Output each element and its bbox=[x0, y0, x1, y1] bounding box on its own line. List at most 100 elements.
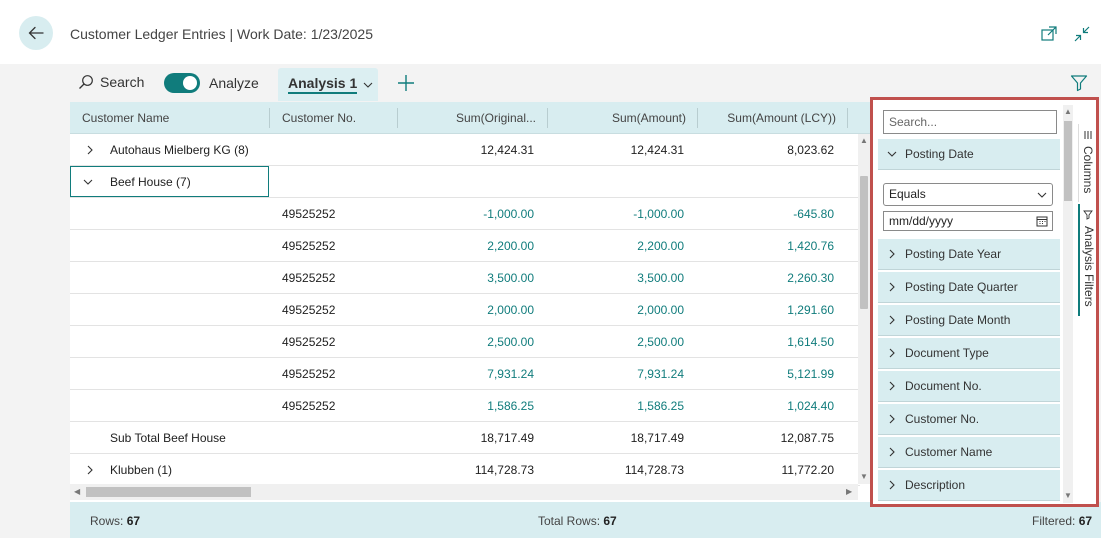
filter-panel-scroll-thumb[interactable] bbox=[1064, 121, 1072, 201]
chevron-right-icon bbox=[889, 249, 895, 259]
filter-date-input[interactable]: mm/dd/yyyy bbox=[883, 211, 1053, 231]
table-row[interactable]: 49525252 2,500.00 2,500.00 1,614.50 bbox=[70, 326, 860, 358]
customer-name-cell: Sub Total Beef House bbox=[110, 431, 226, 445]
filter-item-label: Posting Date Quarter bbox=[905, 280, 1018, 294]
sum-original-cell: 3,500.00 bbox=[487, 271, 534, 285]
column-header-sum-amount[interactable]: Sum(Amount) bbox=[611, 111, 686, 125]
table-row[interactable]: 49525252 7,931.24 7,931.24 5,121.99 bbox=[70, 358, 860, 390]
grid-horizontal-scrollbar[interactable]: ◀ ▶ bbox=[70, 484, 858, 500]
filter-item-document-type[interactable]: Document Type bbox=[878, 338, 1060, 369]
calendar-icon[interactable] bbox=[1036, 215, 1048, 227]
search-button[interactable]: Search bbox=[78, 74, 144, 90]
sum-amount-lcy-cell: 2,260.30 bbox=[787, 271, 834, 285]
open-in-new-window-icon[interactable] bbox=[1040, 25, 1058, 43]
filter-item-posting-date[interactable]: Posting Date bbox=[878, 139, 1060, 170]
table-row[interactable]: Sub Total Beef House 18,717.49 18,717.49 12… bbox=[70, 422, 860, 454]
table-row[interactable]: 49525252 2,000.00 2,000.00 1,291.60 bbox=[70, 294, 860, 326]
filter-item-customer-no[interactable]: Customer No. bbox=[878, 404, 1060, 435]
customer-name-cell bbox=[110, 358, 270, 390]
customer-no-cell bbox=[282, 166, 392, 198]
scroll-up-icon[interactable]: ▲ bbox=[860, 136, 868, 145]
sum-amount-cell: 12,424.31 bbox=[630, 143, 684, 157]
filter-item-posting-date-year[interactable]: Posting Date Year bbox=[878, 239, 1060, 270]
sum-amount-lcy-cell: 5,121.99 bbox=[787, 367, 834, 381]
grid-horizontal-scroll-thumb[interactable] bbox=[86, 487, 251, 497]
analyze-toggle[interactable] bbox=[164, 73, 200, 93]
sum-amount-cell: 114,728.73 bbox=[624, 463, 684, 477]
scroll-down-icon[interactable]: ▼ bbox=[860, 472, 868, 481]
table-row[interactable]: Klubben (1) 114,728.73 114,728.73 11,772.20 bbox=[70, 454, 860, 486]
customer-name-cell bbox=[110, 390, 270, 422]
customer-no-cell: 49525252 bbox=[282, 239, 336, 253]
sum-original-cell: 7,931.24 bbox=[487, 367, 534, 381]
sum-amount-lcy-cell: 1,420.76 bbox=[787, 239, 834, 253]
filter-operator-value: Equals bbox=[889, 187, 926, 201]
filter-item-label: Customer Name bbox=[905, 445, 993, 459]
column-header-customer-name[interactable]: Customer Name bbox=[82, 111, 170, 125]
table-row[interactable]: 49525252 -1,000.00 -1,000.00 -645.80 bbox=[70, 198, 860, 230]
filter-list: Posting Date Equals mm/dd/yyyy Posting D… bbox=[878, 105, 1064, 503]
scroll-right-icon[interactable]: ▶ bbox=[846, 487, 853, 496]
scroll-down-icon[interactable]: ▼ bbox=[1064, 491, 1072, 500]
chevron-right-icon bbox=[889, 348, 895, 358]
tab-label: Analysis 1 bbox=[288, 75, 358, 94]
sum-amount-lcy-cell: 1,024.40 bbox=[787, 399, 834, 413]
collapse-icon[interactable] bbox=[1073, 25, 1091, 43]
chevron-down-icon bbox=[1037, 192, 1047, 198]
table-row[interactable]: Autohaus Mielberg KG (8) 12,424.31 12,424.… bbox=[70, 134, 860, 166]
chevron-right-icon[interactable] bbox=[84, 144, 96, 156]
chevron-right-icon[interactable] bbox=[84, 464, 96, 476]
column-header-sum-original[interactable]: Sum(Original... bbox=[455, 111, 536, 125]
focused-cell bbox=[70, 166, 269, 197]
filter-panel-scrollbar[interactable]: ▲ ▼ bbox=[1063, 105, 1073, 503]
sum-amount-cell: 2,000.00 bbox=[637, 303, 684, 317]
filter-item-label: Document No. bbox=[905, 379, 982, 393]
grid-vertical-scrollbar[interactable]: ▲ ▼ bbox=[858, 134, 870, 484]
tab-columns[interactable]: Columns bbox=[1078, 124, 1096, 202]
sum-amount-cell: 2,200.00 bbox=[637, 239, 684, 253]
filter-item-posting-date-quarter[interactable]: Posting Date Quarter bbox=[878, 272, 1060, 303]
scroll-up-icon[interactable]: ▲ bbox=[1064, 107, 1072, 116]
total-rows-count: Total Rows: 67 bbox=[538, 514, 617, 528]
sum-amount-cell: 18,717.49 bbox=[630, 431, 684, 445]
sum-amount-lcy-cell: 11,772.20 bbox=[781, 463, 835, 477]
page-header: Customer Ledger Entries | Work Date: 1/2… bbox=[0, 0, 1101, 64]
table-row[interactable]: 49525252 2,200.00 2,200.00 1,420.76 bbox=[70, 230, 860, 262]
scroll-left-icon[interactable]: ◀ bbox=[74, 487, 81, 496]
chevron-down-icon[interactable] bbox=[82, 176, 94, 188]
chevron-right-icon bbox=[889, 480, 895, 490]
customer-name-cell bbox=[110, 230, 270, 262]
grid-vertical-scroll-thumb[interactable] bbox=[860, 176, 868, 309]
sum-original-cell: 2,000.00 bbox=[487, 303, 534, 317]
back-button[interactable] bbox=[19, 16, 53, 50]
tab-analysis-1[interactable]: Analysis 1 bbox=[278, 68, 378, 101]
sum-original-cell bbox=[398, 166, 534, 198]
filter-search-input[interactable] bbox=[883, 110, 1057, 134]
table-row[interactable]: Beef House (7) bbox=[70, 166, 860, 198]
filter-item-posting-date-month[interactable]: Posting Date Month bbox=[878, 305, 1060, 336]
tab-analysis-filters[interactable]: Analysis Filters bbox=[1078, 204, 1096, 316]
chevron-down-icon[interactable] bbox=[363, 80, 373, 90]
sum-amount-cell: 7,931.24 bbox=[637, 367, 684, 381]
table-row[interactable]: 49525252 1,586.25 1,586.25 1,024.40 bbox=[70, 390, 860, 422]
column-header-customer-no[interactable]: Customer No. bbox=[282, 111, 357, 125]
grid-header: Customer Name Customer No. Sum(Original.… bbox=[70, 102, 870, 134]
sum-original-cell: -1,000.00 bbox=[483, 207, 534, 221]
filter-item-description[interactable]: Description bbox=[878, 470, 1060, 501]
filter-operator-select[interactable]: Equals bbox=[883, 183, 1053, 206]
sum-original-cell: 1,586.25 bbox=[487, 399, 534, 413]
filter-item-customer-name[interactable]: Customer Name bbox=[878, 437, 1060, 468]
customer-no-cell bbox=[282, 422, 392, 454]
table-row[interactable]: 49525252 3,500.00 3,500.00 2,260.30 bbox=[70, 262, 860, 294]
filter-icon[interactable] bbox=[1070, 74, 1088, 92]
filter-item-label: Description bbox=[905, 478, 966, 492]
chevron-down-icon bbox=[887, 151, 897, 157]
add-tab-icon[interactable] bbox=[395, 72, 417, 94]
sum-amount-lcy-cell: -645.80 bbox=[793, 207, 834, 221]
sum-original-cell: 2,200.00 bbox=[487, 239, 534, 253]
tab-columns-label: Columns bbox=[1081, 146, 1095, 194]
customer-no-cell: 49525252 bbox=[282, 271, 336, 285]
filter-item-document-no[interactable]: Document No. bbox=[878, 371, 1060, 402]
sum-amount-lcy-cell: 12,087.75 bbox=[780, 431, 834, 445]
column-header-sum-amount-lcy[interactable]: Sum(Amount (LCY)) bbox=[727, 111, 836, 125]
